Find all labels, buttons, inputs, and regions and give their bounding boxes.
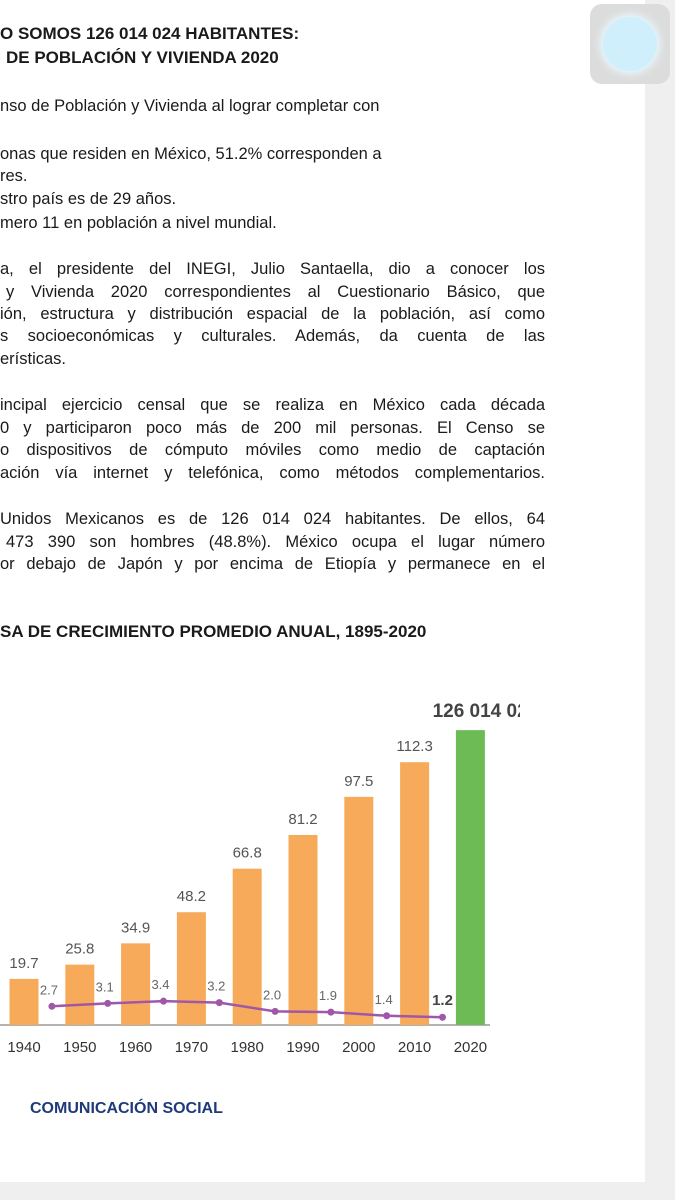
x-tick-label: 2000	[342, 1039, 375, 1056]
growth-marker	[104, 999, 112, 1007]
heading: DE POBLACIÓN Y VIVIENDA 2020	[6, 48, 279, 67]
bar	[344, 796, 374, 1025]
growth-marker	[271, 1007, 279, 1015]
text-line: onas que residen en México, 51.2% corres…	[0, 145, 382, 163]
side-strip	[645, 0, 675, 1200]
growth-label: 2.0	[263, 987, 281, 1002]
bar	[176, 912, 206, 1025]
text-line: Unidos Mexicanos es de 126 014 024 habit…	[0, 510, 545, 528]
growth-label: 2.7	[40, 982, 58, 997]
x-tick-label: 1980	[231, 1039, 264, 1056]
text-line: 473 390 son hombres (48.8%). México ocup…	[6, 533, 545, 551]
x-tick-label: 2010	[398, 1039, 431, 1056]
bar	[65, 964, 95, 1025]
text-line: incipal ejercicio censal que se realiza …	[0, 396, 545, 414]
growth-marker	[215, 999, 223, 1007]
text-line: nso de Población y Vivienda al lograr co…	[0, 97, 380, 115]
bar	[9, 978, 39, 1025]
text-line: s socioeconómicas y culturales. Además, …	[0, 327, 545, 345]
chart-title: SA DE CRECIMIENTO PROMEDIO ANUAL, 1895-2…	[0, 622, 427, 641]
button-icon	[603, 17, 657, 71]
growth-label: 3.4	[151, 977, 169, 992]
x-tick-label: 1940	[7, 1039, 40, 1056]
text-line: or debajo de Japón y por encima de Etiop…	[0, 555, 545, 573]
bar	[455, 730, 485, 1025]
x-tick-label: 1960	[119, 1039, 152, 1056]
bar	[288, 834, 318, 1025]
bar-label: 34.9	[121, 919, 150, 936]
growth-marker	[439, 1013, 446, 1021]
growth-label: 1.4	[375, 992, 393, 1007]
text-line: 0 y participaron poco más de 200 mil per…	[0, 419, 545, 437]
growth-label: 1.2	[432, 992, 453, 1009]
bar-label: 112.3	[396, 738, 432, 755]
bar-label: 81.2	[288, 811, 317, 828]
bar	[232, 868, 262, 1025]
x-tick-label: 2020	[454, 1039, 487, 1056]
x-tick-label: 1970	[175, 1039, 208, 1056]
bar	[121, 943, 151, 1025]
x-tick-label: 1950	[63, 1039, 96, 1056]
text-line: a, el presidente del INEGI, Julio Santae…	[0, 260, 545, 278]
growth-label: 1.9	[319, 988, 337, 1003]
bar-label: 97.5	[344, 773, 373, 790]
text-line: res.	[0, 167, 28, 185]
heading: O SOMOS 126 014 024 HABITANTES:	[0, 24, 300, 43]
growth-label: 3.2	[207, 979, 225, 994]
bar-label: 126 014 024	[433, 701, 520, 722]
text-line: mero 11 en población a nivel mundial.	[0, 214, 277, 232]
x-tick-label: 1990	[286, 1039, 319, 1056]
text-line: y Vivienda 2020 correspondientes al Cues…	[6, 283, 545, 301]
text-line: stro país es de 29 años.	[0, 190, 177, 208]
bar-label: 48.2	[177, 888, 206, 905]
growth-label: 3.1	[96, 979, 114, 994]
growth-marker	[327, 1008, 335, 1016]
bottom-strip	[0, 1182, 675, 1200]
bar	[400, 762, 430, 1025]
bar-label: 19.7	[9, 955, 38, 972]
growth-marker	[160, 997, 167, 1005]
footer: COMUNICACIÓN SOCIAL	[30, 1100, 223, 1117]
growth-line	[51, 999, 443, 1019]
text-line: erísticas.	[0, 350, 67, 368]
text-line: o dispositivos de cómputo móviles como m…	[0, 441, 545, 459]
bar-label: 25.8	[65, 941, 94, 958]
growth-marker	[48, 1002, 56, 1010]
growth-marker	[383, 1012, 391, 1020]
bar-label: 66.8	[233, 845, 262, 862]
floating-button[interactable]	[590, 4, 670, 84]
text-line: ación vía internet y telefónica, como mé…	[0, 464, 545, 482]
chart: 1940 1950 1960 1970 1980 1990 2000 2010 2020 19.7…	[0, 701, 520, 1056]
text-line: ión, estructura y distribución espacial …	[0, 305, 545, 323]
